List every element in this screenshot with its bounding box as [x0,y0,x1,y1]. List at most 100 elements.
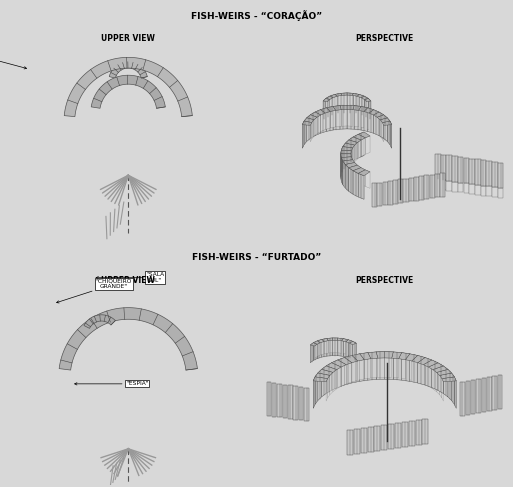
Polygon shape [373,112,384,117]
Polygon shape [278,384,282,417]
Polygon shape [345,163,358,168]
Polygon shape [304,118,307,145]
Polygon shape [432,360,438,390]
Polygon shape [388,181,393,205]
Polygon shape [425,357,432,388]
Polygon shape [358,170,370,176]
Polygon shape [338,357,352,365]
Polygon shape [464,183,469,193]
Polygon shape [336,110,341,127]
Polygon shape [367,108,373,133]
Polygon shape [318,369,333,375]
Polygon shape [326,107,336,112]
Polygon shape [418,357,432,365]
Polygon shape [492,376,497,410]
Polygon shape [341,110,347,126]
Polygon shape [346,342,349,356]
Polygon shape [352,354,364,361]
Polygon shape [347,110,353,126]
Polygon shape [293,386,298,420]
Polygon shape [84,315,115,328]
Polygon shape [475,159,481,185]
Polygon shape [347,105,354,110]
Polygon shape [328,340,333,353]
Polygon shape [310,112,315,138]
Polygon shape [325,112,330,130]
Polygon shape [323,98,326,121]
Polygon shape [315,373,330,378]
Polygon shape [341,93,347,95]
Polygon shape [358,165,361,184]
Polygon shape [313,377,328,382]
Polygon shape [360,353,368,381]
Polygon shape [354,143,358,162]
Polygon shape [364,96,368,118]
Polygon shape [326,378,328,401]
Polygon shape [481,186,486,195]
Polygon shape [345,140,349,167]
Polygon shape [333,106,341,111]
Polygon shape [310,343,317,346]
Polygon shape [333,370,337,392]
Polygon shape [361,138,365,156]
Polygon shape [416,420,422,445]
Polygon shape [341,147,352,151]
Polygon shape [443,366,448,397]
Polygon shape [345,140,358,145]
Polygon shape [326,96,333,99]
Polygon shape [353,134,365,140]
Polygon shape [377,117,380,136]
Polygon shape [314,344,317,358]
Polygon shape [345,356,358,363]
Polygon shape [399,359,405,379]
Polygon shape [464,158,469,183]
Polygon shape [347,93,353,113]
Polygon shape [354,106,361,130]
Text: UPPER VIEW: UPPER VIEW [102,34,155,43]
Polygon shape [313,377,315,409]
Polygon shape [388,424,394,449]
Polygon shape [310,343,313,363]
Text: PERSPECTIVE: PERSPECTIVE [356,34,414,43]
Polygon shape [358,140,361,159]
Polygon shape [369,113,373,131]
Polygon shape [379,112,384,138]
Polygon shape [349,341,357,345]
Text: UPPER VIEW: UPPER VIEW [102,276,155,285]
Polygon shape [353,134,358,161]
Polygon shape [327,338,333,341]
Polygon shape [326,107,333,131]
Polygon shape [361,107,367,131]
Polygon shape [330,111,336,128]
Polygon shape [332,338,338,356]
Polygon shape [358,132,370,138]
Polygon shape [59,308,198,370]
Polygon shape [414,177,419,201]
Polygon shape [371,358,378,378]
Polygon shape [330,94,337,98]
Polygon shape [359,107,367,112]
Polygon shape [341,93,347,113]
Polygon shape [317,339,322,358]
Polygon shape [498,188,503,198]
Polygon shape [452,182,458,191]
Polygon shape [317,343,320,356]
Polygon shape [455,377,456,409]
Polygon shape [373,115,377,134]
Polygon shape [346,340,353,343]
Polygon shape [383,182,388,206]
Polygon shape [315,110,321,135]
Polygon shape [330,373,333,394]
Text: "ESPIA": "ESPIA" [74,381,149,386]
Polygon shape [288,386,292,419]
Polygon shape [323,98,330,102]
Polygon shape [341,154,351,157]
Polygon shape [385,352,393,358]
Polygon shape [419,176,424,200]
Polygon shape [398,179,403,203]
Polygon shape [429,175,435,198]
Polygon shape [422,419,428,444]
Polygon shape [302,121,304,148]
Polygon shape [378,358,385,377]
Polygon shape [365,136,370,154]
